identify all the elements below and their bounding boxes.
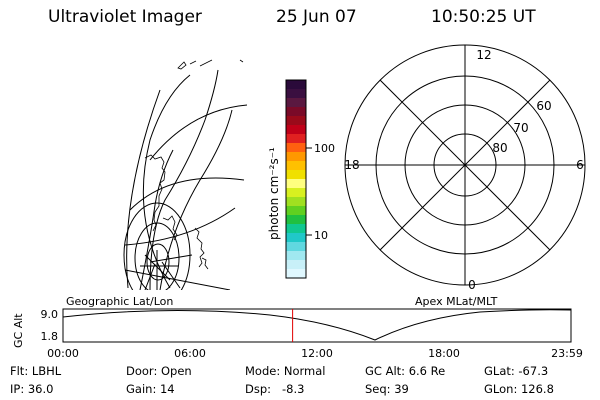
status-door: Door: Open [126,364,192,378]
mlt-label-18: 18 [344,158,359,172]
colorbar-segment [286,134,306,144]
status-dsp: Dsp: -8.3 [245,382,305,396]
geographic-label: Geographic Lat/Lon [66,295,173,308]
colorbar-segment [286,215,306,225]
colorbar-segment [286,197,306,207]
colorbar-segment [286,98,306,108]
status-glat: GLat: -67.3 [484,364,549,378]
colorbar-segment [286,188,306,198]
lat-label-80: 80 [492,141,507,155]
date-label: 25 Jun 07 [276,7,357,27]
lat-label-70: 70 [513,121,528,135]
status-gcalt: GC Alt: 6.6 Re [365,364,446,378]
colorbar-segment [286,152,306,162]
colorbar-segment [286,80,306,90]
colorbar-segment [286,206,306,216]
orbit-ytick-1.8: 1.8 [41,330,59,343]
orbit-xtick-0600: 06:00 [174,347,206,360]
colorbar-frame [285,79,307,279]
colorbar-segment [286,161,306,171]
orbit-ytick-9: 9.0 [41,308,59,321]
apex-label: Apex MLat/MLT [415,295,498,308]
orbit-xtick-1200: 12:00 [301,347,333,360]
colorbar-segment [286,170,306,180]
lat-label-60: 60 [536,99,551,113]
colorbar-segment [286,224,306,234]
mlt-label-12: 12 [476,48,491,62]
geographic-map [123,59,248,290]
mlt-label-0: 0 [468,278,476,292]
polar-grid [344,44,586,286]
colorbar-segment [286,125,306,135]
orbit-ylabel: GC Alt [12,313,25,348]
colorbar-segment [286,107,306,117]
orbit-xtick-2359: 23:59 [551,347,583,360]
time-label: 10:50:25 UT [431,7,536,27]
status-gain: Gain: 14 [126,382,175,396]
colorbar-segment [286,260,306,270]
colorbar-unit-label: photon cm⁻²s⁻¹ [267,147,281,240]
mlt-label-6: 6 [576,158,584,172]
colorbar-segment [286,251,306,261]
orbit-plot-frame [62,308,572,343]
status-glon: GLon: 126.8 [484,382,554,396]
status-seq: Seq: 39 [365,382,409,396]
orbit-altitude-curve [62,309,572,341]
colorbar-segment [286,269,306,279]
colorbar-segment [286,143,306,153]
status-flt: Flt: LBHL [10,364,62,378]
colorbar-tick-label-10: 10 [314,229,328,242]
instrument-title: Ultraviolet Imager [48,7,202,27]
colorbar-segment [286,233,306,243]
orbit-xtick-1800: 18:00 [428,347,460,360]
colorbar-tick-label-100: 100 [314,142,335,155]
colorbar-segment [286,179,306,189]
status-ip: IP: 36.0 [10,382,54,396]
colorbar-segment [286,89,306,99]
colorbar-segment [286,116,306,126]
colorbar [286,80,306,279]
orbit-xtick-0000: 00:00 [47,347,79,360]
status-mode: Mode: Normal [245,364,326,378]
colorbar-segment [286,242,306,252]
